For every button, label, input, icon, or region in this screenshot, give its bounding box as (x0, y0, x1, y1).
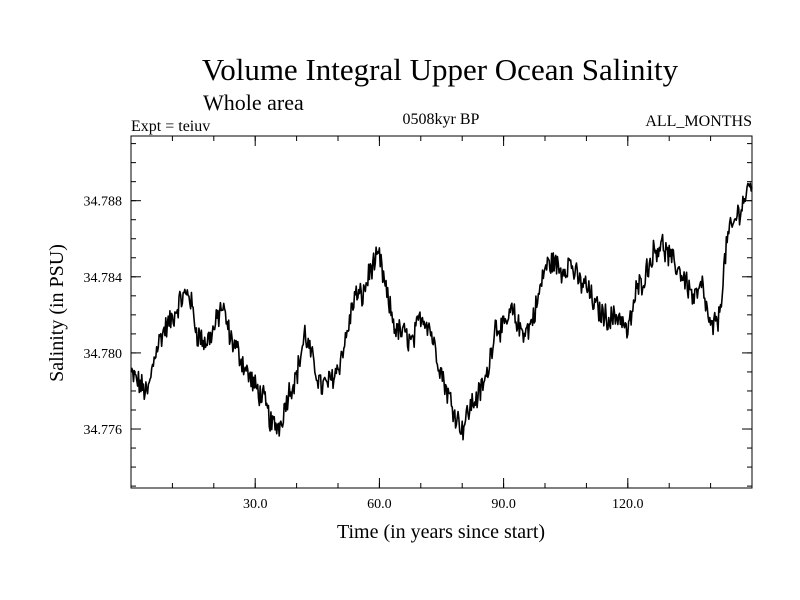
series-line-salinity (130, 182, 753, 441)
months-label: ALL_MONTHS (645, 113, 752, 130)
x-tick-label: 30.0 (243, 497, 268, 512)
axes: 30.0 60.0 90.0 120.0 34.776 34.780 34.784 34.78… (84, 136, 752, 512)
experiment-label: Expt = teiuv (131, 118, 210, 135)
data-series (130, 182, 753, 441)
plot-frame (130, 135, 753, 489)
x-axis-label: Time (in years since start) (337, 521, 545, 543)
chart-title: Volume Integral Upper Ocean Salinity (202, 52, 679, 87)
period-label: 0508kyr BP (403, 111, 480, 128)
y-tick-label: 34.776 (84, 423, 123, 438)
x-tick-label: 60.0 (367, 497, 392, 512)
x-tick-label: 90.0 (491, 497, 516, 512)
y-axis-label: Salinity (in PSU) (46, 244, 68, 382)
y-tick-label: 34.788 (84, 195, 123, 210)
x-tick-label: 120.0 (612, 497, 644, 512)
chart-subtitle: Whole area (203, 90, 304, 115)
y-tick-label: 34.780 (84, 347, 123, 362)
y-tick-label: 34.784 (84, 271, 123, 286)
